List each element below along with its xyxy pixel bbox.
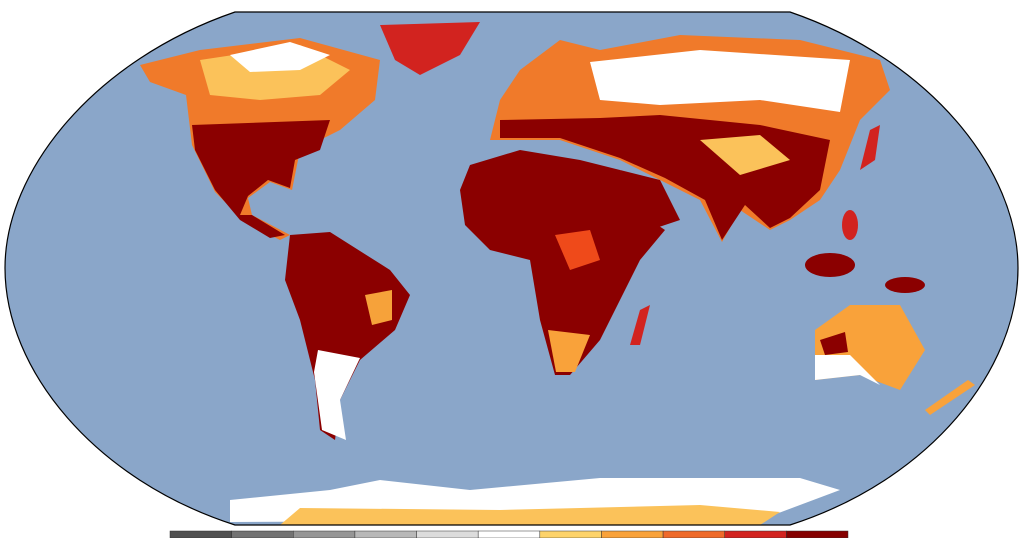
- colorbar-swatch: [601, 530, 664, 538]
- new-guinea: [885, 277, 925, 293]
- philippines: [842, 210, 858, 240]
- south-africa-patch: [548, 330, 590, 372]
- colorbar-swatch: [354, 530, 417, 538]
- colorbar-swatch: [293, 530, 356, 538]
- new-zealand: [925, 380, 975, 415]
- arctic-white: [230, 42, 330, 72]
- antarctica-edge: [280, 505, 780, 525]
- usa-dark: [192, 120, 330, 238]
- greenland: [380, 22, 480, 75]
- siberia-white: [590, 50, 850, 112]
- colorbar-swatch: [539, 530, 602, 538]
- madagascar: [630, 305, 650, 345]
- australia-white: [815, 355, 880, 385]
- map-border: [4, 11, 1019, 526]
- colorbar-swatch: [786, 530, 849, 538]
- colorbar-swatch: [724, 530, 787, 538]
- africa: [460, 150, 665, 375]
- colorbar-swatch: [231, 530, 294, 538]
- arabia: [620, 170, 680, 230]
- patagonia: [314, 350, 360, 440]
- asia-patch: [700, 135, 790, 175]
- africa-patch: [555, 230, 600, 270]
- brazil-patch: [365, 290, 392, 325]
- indonesia: [805, 253, 855, 277]
- colorbar-swatch: [662, 530, 725, 538]
- japan: [860, 125, 880, 170]
- colorbar-swatch: [416, 530, 479, 538]
- colorbar-swatch: [477, 530, 541, 538]
- colorbar: [169, 530, 849, 538]
- australia-dark: [820, 332, 848, 355]
- colorbar-swatch: [169, 530, 232, 538]
- land: [140, 22, 975, 525]
